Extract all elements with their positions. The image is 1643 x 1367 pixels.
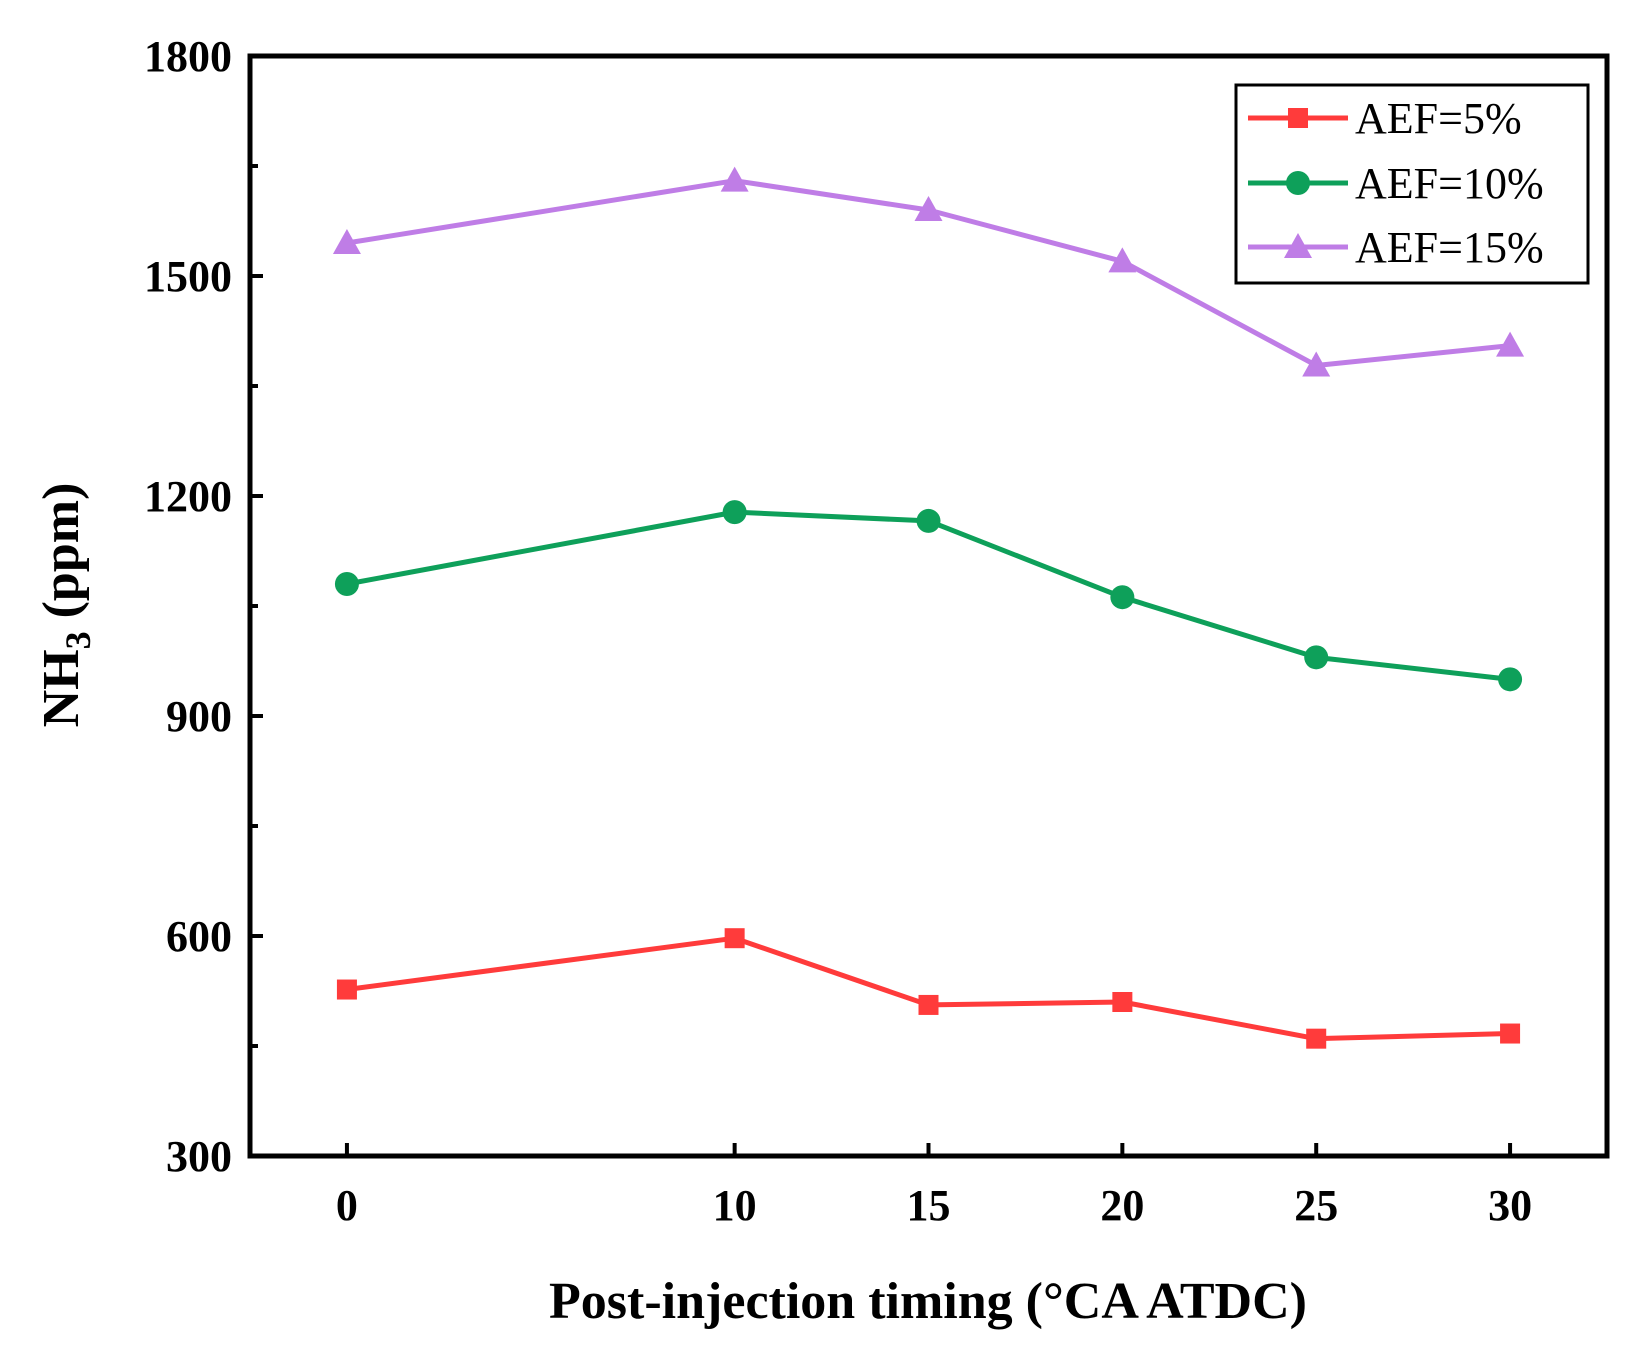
series-line [346,935,1511,1042]
series-line [346,178,1511,368]
x-tick-label: 10 [713,1181,757,1230]
data-point [916,508,941,533]
y-tick-label: 300 [166,1132,232,1181]
data-point [336,979,357,1000]
data-point [722,500,747,525]
data-point [1496,331,1525,357]
data-point [918,994,939,1015]
data-point [1500,1023,1521,1044]
legend-entry: AEF=15% [1248,223,1544,272]
y-tick-label: 1200 [144,472,232,521]
legend-entry: AEF=10% [1248,159,1544,208]
x-tick-label: 0 [336,1181,358,1230]
plot-frame [247,53,1610,1159]
data-point [1498,667,1523,692]
data-point [334,572,359,596]
y-tick-label: 1800 [144,32,232,81]
x-tick-label: 25 [1294,1181,1338,1230]
tick-labels: 300 600 900 1200 1500 1800 0 10 15 20 25 30 [144,32,1532,1230]
legend-label: AEF=10% [1355,159,1544,208]
y-tick-label: 600 [166,912,232,961]
x-tick-label: 30 [1488,1181,1532,1230]
data-point [720,166,749,192]
legend-entry: AEF=5% [1248,94,1522,143]
x-tick-label: 15 [907,1181,951,1230]
x-tick-label: 20 [1100,1181,1144,1230]
series-square [336,928,1521,1049]
series-layer [332,166,1525,1049]
legend-marker [1284,233,1312,258]
data-point [1110,585,1135,610]
data-point [914,196,943,221]
data-point [1112,992,1133,1012]
legend: AEF=5% AEF=10% AEF=15% [1234,83,1590,285]
data-point [332,229,361,254]
data-point [1306,1028,1327,1049]
data-point [1302,351,1331,377]
y-axis-title: NH3 (ppm) [33,483,98,728]
data-point [724,928,745,949]
legend-marker [1286,171,1310,195]
data-point [1108,247,1137,273]
y-tick-label: 1500 [144,252,232,301]
legend-label: AEF=5% [1355,94,1522,143]
y-tick-label: 900 [166,692,232,741]
series-circle [334,500,1523,692]
series-triangle [332,166,1525,377]
series-line [346,509,1511,682]
data-point [1304,645,1329,670]
x-axis-title: Post-injection timing (°CA ATDC) [549,1273,1307,1330]
legend-label: AEF=15% [1355,223,1544,272]
legend-marker [1288,108,1308,128]
